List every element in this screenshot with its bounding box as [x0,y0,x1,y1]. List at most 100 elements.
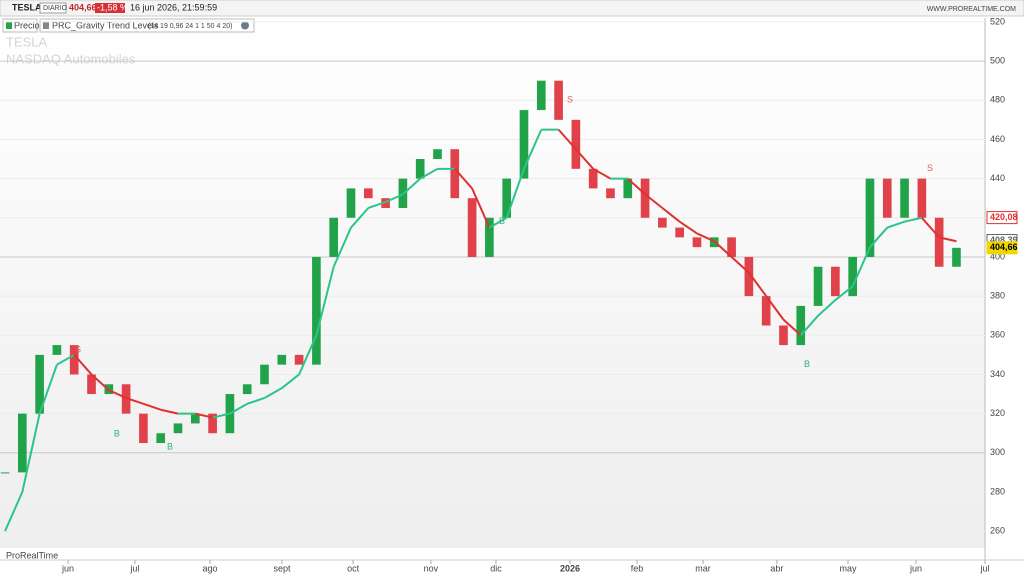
legend-swatch [6,22,12,29]
header-bar [0,0,1024,17]
y-tick-label: 320 [990,408,1005,418]
trend-line [108,389,127,399]
trend-line [454,168,473,190]
level-box [986,211,1018,225]
candle [744,256,754,297]
trend-line [730,256,750,274]
trend-line [851,246,871,287]
candle [882,178,892,218]
x-tick-label: ago [202,563,217,573]
trend-line [748,272,767,297]
signal-label: B [167,441,173,451]
candle [658,217,667,228]
candle [554,80,563,120]
trend-line [523,129,543,170]
change-box [95,3,125,13]
trend-line [886,220,905,229]
y-tick-label: 260 [990,526,1005,536]
y-tick-label: 440 [990,173,1005,183]
trend-line [661,207,681,223]
trend-line [904,216,923,223]
candle [571,119,581,169]
x-tick-label: jul [129,563,139,573]
candle [675,227,684,238]
trend-line [834,285,854,301]
candle [692,237,702,248]
candle [900,178,909,218]
x-tick-label: nov [424,563,439,573]
watermark-market: NASDAQ Automobiles [6,51,136,66]
trend-line [385,193,404,204]
candle [588,168,598,189]
y-tick-label: 280 [990,486,1005,496]
candle [934,217,944,267]
trend-line [557,128,577,150]
trend-line [125,397,144,405]
x-tick-label: mar [695,563,711,573]
price: 404,66 [69,2,97,12]
y-tick-label: 300 [990,447,1005,457]
candle [865,178,875,257]
candle [450,149,460,199]
candle [52,345,62,355]
trend-line [679,220,698,235]
trend-line [592,167,611,180]
y-tick-label: 460 [990,134,1005,144]
signal-label: B [804,359,810,369]
candle [208,413,217,434]
y-tick-label: 380 [990,290,1005,300]
candle [536,80,546,111]
x-tick-label: jun [61,563,74,573]
candle [779,325,788,346]
site: WWW.PROREALTIME.COM [927,6,1016,13]
x-tick-label: 2026 [560,563,580,573]
candle [156,433,166,444]
x-tick-label: sept [273,563,291,573]
trend-line [264,387,283,399]
trend-line [90,373,110,391]
candle [485,217,494,257]
trend-line [938,236,957,243]
close-button[interactable] [241,21,249,30]
candle [0,472,10,474]
trend-line [488,216,508,229]
x-tick-label: abr [770,563,783,573]
candle [727,237,736,257]
candle [502,178,512,218]
candle [277,354,287,365]
legend-price-text: Precio [14,20,40,30]
trend-line [56,354,75,366]
trend-line [38,364,58,414]
candle [813,266,823,306]
signal-label: B [499,216,505,226]
candle [190,413,200,424]
x-tick-label: jul [979,563,989,573]
trend-line [160,408,179,415]
period: DIARIO [43,5,68,12]
datetime: 16 jun 2026, 21:59:59 [130,2,217,12]
candle [831,266,840,297]
trend-line [298,334,318,375]
trend-line [4,491,24,532]
trend-line [817,299,837,317]
y-tick-label: 360 [990,330,1005,340]
candle [17,413,27,473]
trend-line [367,201,386,209]
candle [952,247,961,267]
y-tick-label: 500 [990,55,1005,65]
trend-line [575,148,594,170]
candle [173,423,183,434]
y-tick-label: 400 [990,251,1005,261]
trend-line [471,187,491,228]
period-box [39,2,67,14]
x-tick-label: jun [909,563,922,573]
candle [35,354,44,414]
trend-line [212,412,231,419]
candle [640,178,650,218]
candle [917,178,927,218]
candle [329,217,339,257]
y-tick-label: 480 [990,95,1005,105]
legend-indicator-text: PRC_Gravity Trend Levels [52,20,159,30]
x-tick-label: oct [347,563,360,573]
